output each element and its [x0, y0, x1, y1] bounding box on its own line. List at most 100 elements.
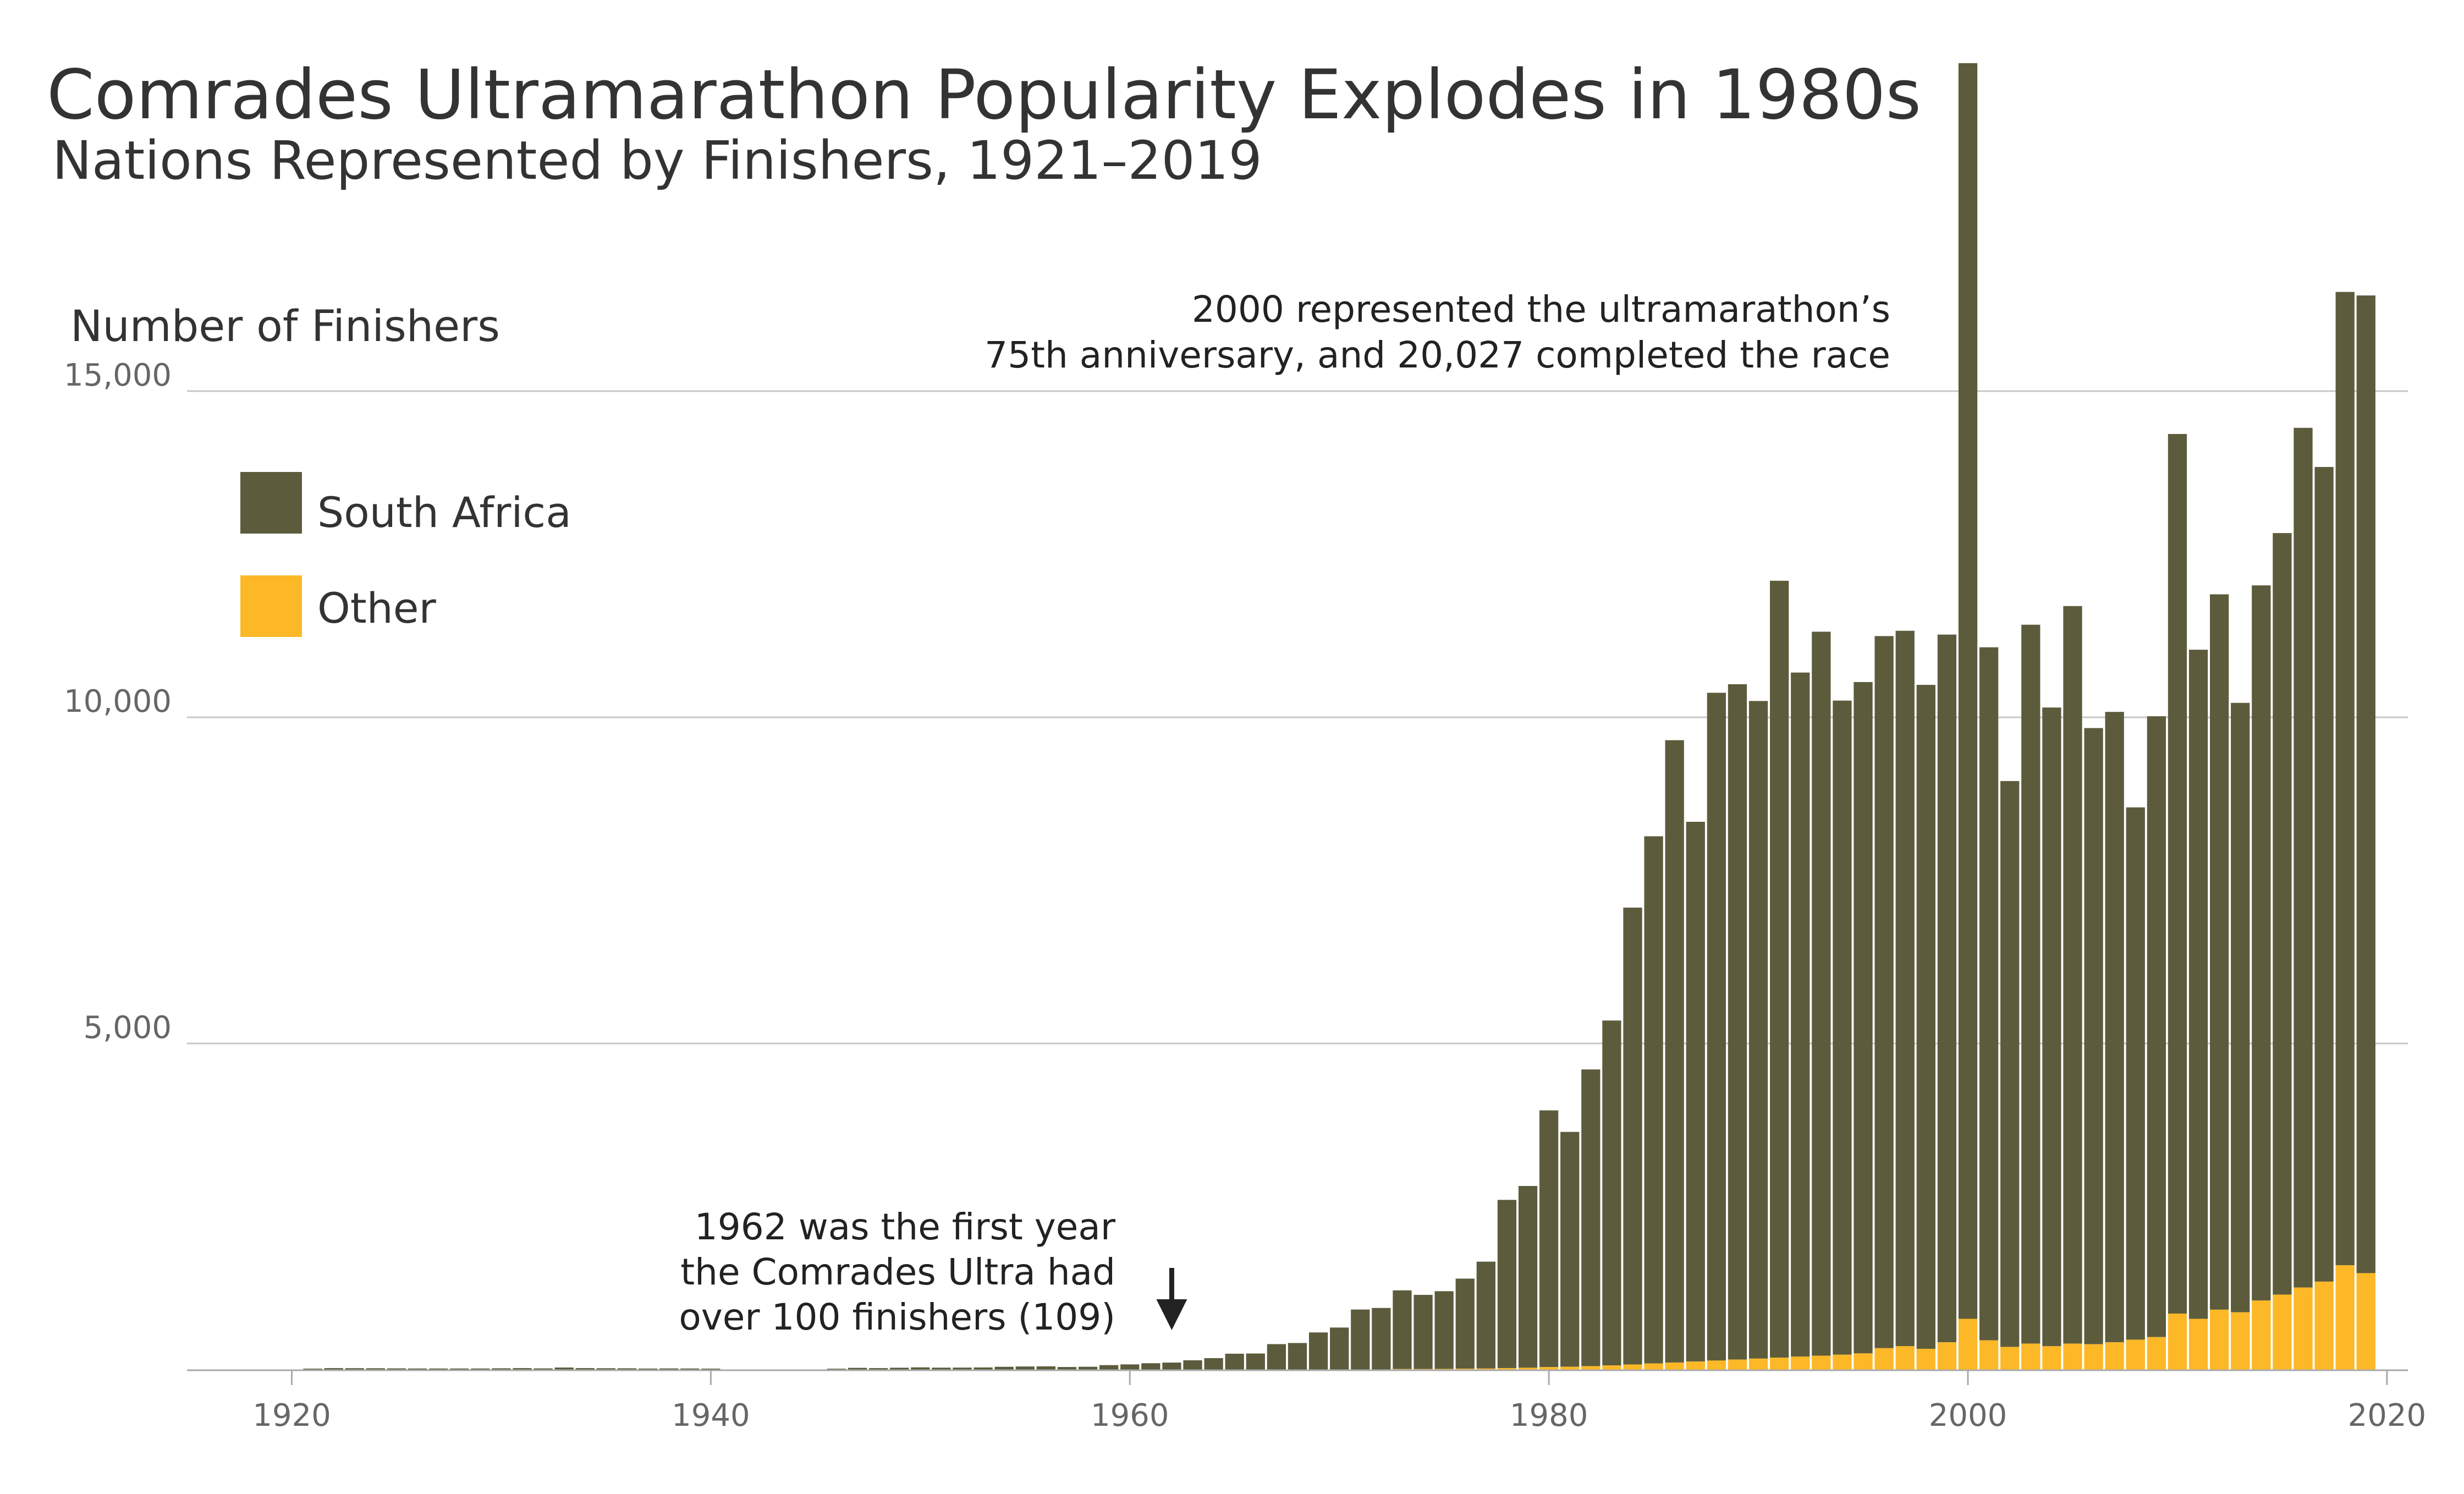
legend: South Africa Other: [240, 472, 571, 637]
bar-other: [1874, 1348, 1894, 1370]
bar-south-africa: [974, 1367, 993, 1370]
bar-other: [1791, 1356, 1810, 1370]
bar-south-africa: [1895, 630, 1915, 1347]
bar-south-africa: [868, 1368, 888, 1370]
bar-south-africa: [1120, 1364, 1140, 1370]
bar-south-africa: [1476, 1261, 1495, 1369]
x-tick-label: 2020: [2348, 1398, 2427, 1433]
bar-other: [1770, 1358, 1789, 1370]
bar-south-africa: [1770, 580, 1789, 1358]
bar-other: [2356, 1273, 2375, 1370]
bar-other: [2252, 1300, 2271, 1370]
legend-swatch-south-africa: [240, 472, 302, 534]
bar-south-africa: [408, 1368, 427, 1370]
annotation-peak: 2000 represented the ultramarathon’s 75t…: [985, 288, 1890, 376]
bar-other: [1476, 1368, 1495, 1370]
bar-south-africa: [1560, 1132, 1580, 1367]
bar-south-africa: [1937, 634, 1957, 1343]
bar-other: [1812, 1355, 1831, 1370]
x-tick-label: 1940: [672, 1398, 750, 1433]
bars-group: [303, 63, 2375, 1370]
bar-south-africa: [1623, 907, 1642, 1365]
bar-south-africa: [1414, 1294, 1433, 1369]
down-arrow-icon: [1156, 1268, 1187, 1330]
bar-south-africa: [554, 1367, 574, 1370]
bar-south-africa: [1099, 1365, 1119, 1370]
bar-south-africa: [1707, 693, 1726, 1361]
bar-other: [1581, 1366, 1601, 1370]
bar-south-africa: [1057, 1367, 1077, 1370]
bar-south-africa: [2168, 433, 2187, 1314]
bar-south-africa: [827, 1369, 846, 1370]
bar-other: [2000, 1347, 2020, 1370]
bar-south-africa: [1833, 700, 1852, 1355]
x-tick-label: 1980: [1510, 1398, 1588, 1433]
x-tick-label: 2000: [1929, 1398, 2008, 1433]
x-tick-label: 1920: [252, 1398, 331, 1433]
arrow-head: [1156, 1299, 1187, 1330]
bar-south-africa: [596, 1368, 616, 1370]
bar-other: [2314, 1281, 2334, 1370]
bar-south-africa: [1246, 1353, 1265, 1370]
bar-south-africa: [450, 1368, 469, 1370]
bar-other: [1434, 1369, 1454, 1370]
bar-south-africa: [1539, 1110, 1559, 1367]
legend-label-south-africa: South Africa: [317, 488, 571, 537]
bar-south-africa: [1393, 1290, 1412, 1369]
bar-south-africa: [1748, 701, 1768, 1359]
annotation-peak-line2: 75th anniversary, and 20,027 completed t…: [985, 334, 1890, 376]
bar-south-africa: [1791, 672, 1810, 1357]
bar-other: [1958, 1319, 1978, 1370]
bar-other: [1748, 1358, 1768, 1370]
bar-south-africa: [387, 1368, 406, 1370]
annotation-first-line1: 1962 was the first year: [695, 1206, 1116, 1248]
annotation-first-100: 1962 was the first year the Comrades Ult…: [679, 1206, 1187, 1338]
bar-other: [2147, 1337, 2166, 1370]
annotation-first-line3: over 100 finishers (109): [679, 1296, 1115, 1338]
bar-other: [2273, 1294, 2292, 1370]
bar-south-africa: [2188, 650, 2208, 1319]
bar-south-africa: [1015, 1366, 1035, 1370]
bar-south-africa: [1183, 1360, 1202, 1370]
axes-group: 1920 1940 1960 1980 2000 2020: [187, 1369, 2427, 1433]
bar-south-africa: [2147, 716, 2166, 1337]
bar-south-africa: [1308, 1332, 1328, 1370]
bar-south-africa: [659, 1368, 679, 1370]
bar-south-africa: [1078, 1366, 1098, 1370]
y-tick-label: 5,000: [84, 1010, 172, 1046]
x-tick-label: 1960: [1091, 1398, 1169, 1433]
bar-south-africa: [1916, 685, 1935, 1349]
bar-south-africa: [932, 1367, 951, 1370]
bar-other: [1414, 1369, 1433, 1370]
bar-other: [2294, 1287, 2313, 1370]
bar-south-africa: [1141, 1363, 1160, 1370]
bar-other: [2168, 1314, 2187, 1370]
bar-other: [1728, 1359, 1747, 1370]
bar-other: [2126, 1339, 2145, 1370]
bar-south-africa: [953, 1367, 972, 1370]
bar-other: [2231, 1312, 2250, 1370]
bar-south-africa: [1812, 631, 1831, 1356]
bar-south-africa: [2314, 466, 2334, 1282]
bar-south-africa: [1854, 682, 1873, 1354]
bar-south-africa: [994, 1366, 1014, 1370]
bar-other: [2188, 1319, 2208, 1370]
bar-south-africa: [366, 1368, 385, 1370]
bar-south-africa: [1434, 1291, 1454, 1369]
bar-other: [2063, 1343, 2082, 1370]
bar-other: [2335, 1265, 2355, 1370]
bar-other: [1497, 1368, 1517, 1370]
bar-other: [2042, 1346, 2061, 1370]
bar-south-africa: [1036, 1366, 1056, 1370]
bar-south-africa: [890, 1367, 909, 1370]
bar-south-africa: [471, 1368, 490, 1370]
bar-south-africa: [2356, 295, 2375, 1273]
bar-south-africa: [428, 1368, 448, 1370]
bar-south-africa: [911, 1367, 930, 1370]
bar-other: [1623, 1364, 1642, 1370]
chart-subtitle: Nations Represented by Finishers, 1921–2…: [52, 130, 1262, 191]
y-tick-label: 10,000: [64, 684, 172, 719]
bar-south-africa: [2084, 728, 2103, 1344]
bar-south-africa: [1602, 1020, 1621, 1366]
bar-south-africa: [1288, 1343, 1307, 1370]
